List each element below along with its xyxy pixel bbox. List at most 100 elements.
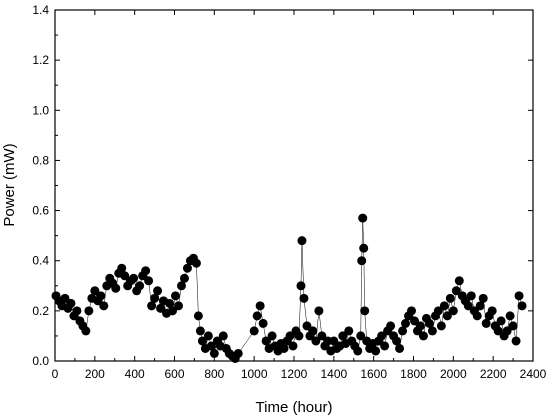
x-tick-label: 1400 xyxy=(320,367,347,381)
data-point xyxy=(117,263,127,273)
y-tick-label: 1.0 xyxy=(32,103,49,117)
data-point xyxy=(209,348,219,358)
data-point xyxy=(439,301,449,311)
data-point xyxy=(407,306,417,316)
x-tick-label: 1200 xyxy=(281,367,308,381)
x-tick-label: 2200 xyxy=(480,367,507,381)
data-point xyxy=(173,301,183,311)
data-point xyxy=(252,311,262,321)
x-tick-label: 0 xyxy=(52,367,59,381)
data-point xyxy=(359,243,369,253)
y-tick-label: 0.0 xyxy=(32,354,49,368)
x-tick-label: 200 xyxy=(85,367,105,381)
data-point xyxy=(233,348,243,358)
data-point xyxy=(81,326,91,336)
data-point xyxy=(176,281,186,291)
data-point xyxy=(329,336,339,346)
plot-frame xyxy=(54,9,534,362)
x-tick-label: 1000 xyxy=(241,367,268,381)
data-point xyxy=(288,341,298,351)
data-point xyxy=(255,301,265,311)
data-point xyxy=(317,331,327,341)
data-point xyxy=(279,343,289,353)
x-tick-label: 1800 xyxy=(400,367,427,381)
data-point xyxy=(448,306,458,316)
data-point xyxy=(496,316,506,326)
y-tick-label: 0.6 xyxy=(32,204,49,218)
data-point xyxy=(487,306,497,316)
data-point xyxy=(193,311,203,321)
data-point xyxy=(442,311,452,321)
data-point xyxy=(517,301,527,311)
data-point xyxy=(170,291,180,301)
data-point xyxy=(451,286,461,296)
data-point xyxy=(344,326,354,336)
data-point xyxy=(96,291,106,301)
data-point xyxy=(267,331,277,341)
data-point xyxy=(258,318,268,328)
data-point xyxy=(84,306,94,316)
data-point xyxy=(179,273,189,283)
data-point xyxy=(478,293,488,303)
x-tick-label: 600 xyxy=(164,367,184,381)
data-point xyxy=(502,326,512,336)
x-tick-label: 2400 xyxy=(520,367,547,381)
data-point xyxy=(508,321,518,331)
data-point xyxy=(424,318,434,328)
data-point xyxy=(436,321,446,331)
x-tick-label: 400 xyxy=(125,367,145,381)
data-point xyxy=(511,336,521,346)
data-point xyxy=(299,293,309,303)
data-point xyxy=(296,281,306,291)
data-point xyxy=(302,321,312,331)
data-point xyxy=(514,291,524,301)
data-point xyxy=(294,331,304,341)
data-point xyxy=(395,343,405,353)
data-point xyxy=(466,291,476,301)
y-tick-label: 1.2 xyxy=(32,53,49,67)
data-point xyxy=(135,281,145,291)
data-point xyxy=(356,331,366,341)
data-point xyxy=(493,326,503,336)
data-point xyxy=(153,286,163,296)
data-point xyxy=(261,336,271,346)
data-point xyxy=(168,306,178,316)
data-point xyxy=(463,301,473,311)
data-point xyxy=(338,331,348,341)
data-point xyxy=(392,336,402,346)
x-tick-label: 1600 xyxy=(360,367,387,381)
data-point xyxy=(60,293,70,303)
data-point xyxy=(308,326,318,336)
data-point xyxy=(472,311,482,321)
data-point xyxy=(353,346,363,356)
data-point xyxy=(380,341,390,351)
y-tick-label: 0.4 xyxy=(32,254,49,268)
data-point xyxy=(357,256,367,266)
data-point xyxy=(197,336,207,346)
x-axis-title: Time (hour) xyxy=(256,399,333,416)
data-point xyxy=(249,326,259,336)
data-point xyxy=(111,283,121,293)
data-point xyxy=(360,306,370,316)
data-point xyxy=(409,316,419,326)
y-tick-label: 1.4 xyxy=(32,3,49,17)
data-point xyxy=(358,213,368,223)
data-point xyxy=(90,286,100,296)
y-axis-title: Power (mW) xyxy=(1,143,18,226)
data-point xyxy=(418,331,428,341)
data-point xyxy=(371,346,381,356)
data-point xyxy=(415,321,425,331)
data-point xyxy=(206,341,216,351)
data-point xyxy=(72,306,82,316)
data-point xyxy=(475,301,485,311)
ticks-layer: 0 200 400 600 800 1000 1200 1400 1600 1800 2000 220… xyxy=(32,3,546,381)
data-point xyxy=(386,321,396,331)
data-point xyxy=(141,266,151,276)
data-point xyxy=(66,298,76,308)
data-point xyxy=(433,306,443,316)
data-point xyxy=(314,306,324,316)
data-point xyxy=(129,273,139,283)
x-tick-label: 800 xyxy=(204,367,224,381)
data-layer xyxy=(51,213,527,363)
